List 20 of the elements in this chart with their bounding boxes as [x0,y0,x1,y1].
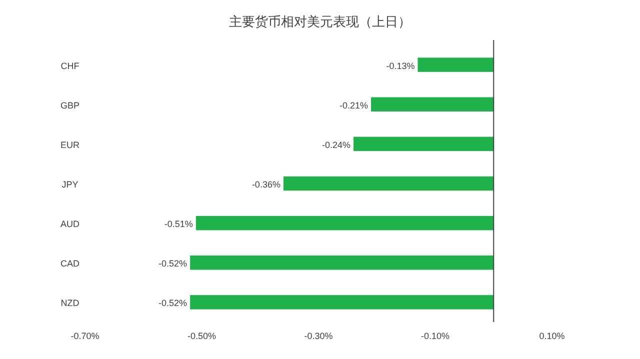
x-tick-label: -0.30% [304,331,333,341]
data-label: -0.21% [340,100,368,110]
x-tick-label: -0.10% [420,331,450,341]
y-tick-label: EUR [60,140,80,150]
chart-title: 主要货币相对美元表现（上日） [229,14,411,29]
y-tick-label: AUD [60,219,80,230]
data-label: -0.52% [158,298,188,308]
data-label: -0.24% [322,140,351,150]
y-tick-label: CAD [60,258,80,269]
y-tick-label: CHF [60,60,80,71]
x-tick-label: -0.50% [187,331,216,341]
data-label: -0.36% [252,180,280,190]
y-tick-label: JPY [62,180,78,190]
x-tick-label: 0.10% [539,331,565,341]
data-label: -0.52% [158,258,188,269]
y-tick-label: GBP [60,100,80,110]
y-tick-label: NZD [60,298,80,308]
data-label: -0.13% [386,60,415,71]
data-label: -0.51% [164,219,193,230]
x-tick-label: -0.70% [70,331,100,341]
